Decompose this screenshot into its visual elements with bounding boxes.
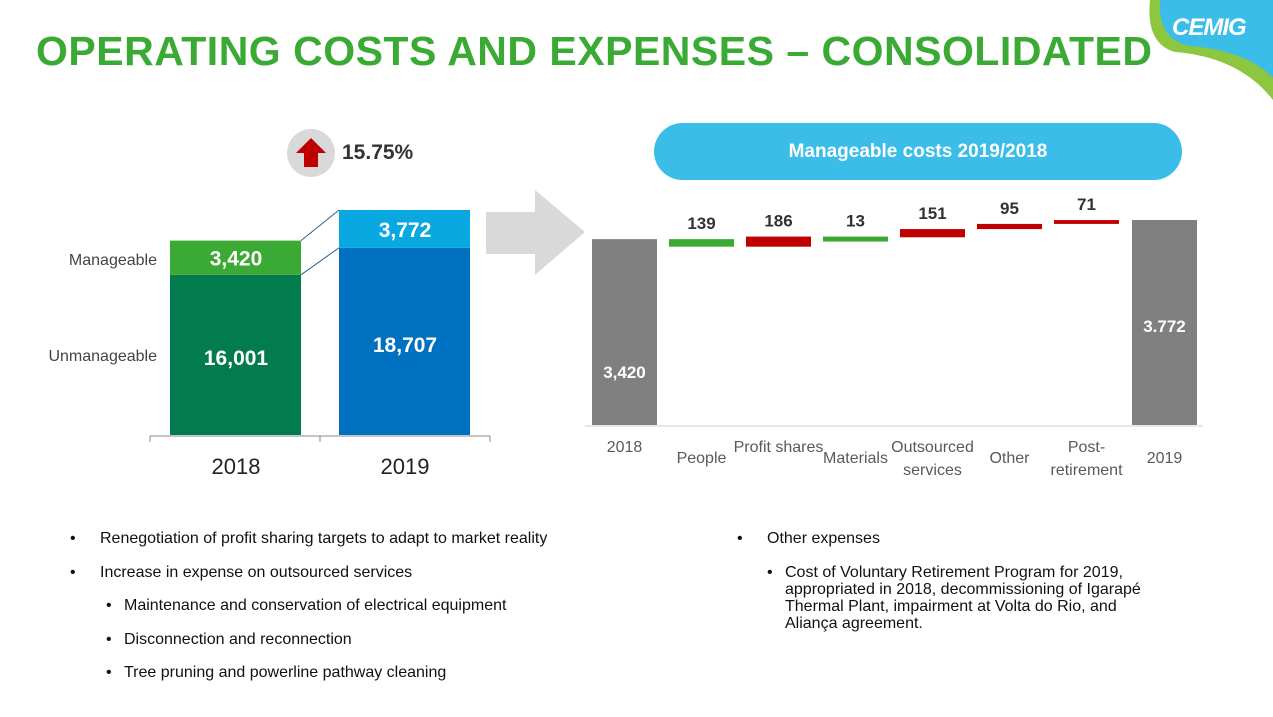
waterfall-label-people: 139	[687, 214, 715, 233]
waterfall-category-1-0: People	[677, 450, 727, 467]
legend-manageable: Manageable	[69, 252, 157, 269]
waterfall-bar-2018	[592, 239, 657, 425]
waterfall-label-outsourced-services: 151	[918, 204, 946, 223]
waterfall-category-3-0: Materials	[823, 450, 888, 467]
bullet-text: Disconnection and reconnection	[124, 630, 352, 648]
label-unmanageable-2019: 18,707	[373, 334, 437, 357]
bar-manageable-2019	[339, 210, 470, 248]
waterfall-bar-people	[669, 239, 734, 247]
waterfall-category-4-0: Outsourced	[891, 439, 974, 456]
manageable-costs-header: Manageable costs 2019/2018	[654, 123, 1182, 180]
waterfall-category-4-1: services	[903, 462, 962, 479]
growth-badge	[287, 129, 335, 177]
waterfall-label-post-retirement: 71	[1077, 195, 1096, 214]
label-manageable-2019: 3,772	[379, 219, 432, 242]
x-tick-2018: 2018	[212, 454, 261, 479]
waterfall-bar-2019	[1132, 220, 1197, 425]
waterfall-bar-other	[977, 223, 1042, 230]
bullet-dot: •	[70, 563, 76, 581]
bar-unmanageable-2019	[339, 247, 470, 435]
x-tick-2019: 2019	[381, 454, 430, 479]
bullet-text: Maintenance and conservation of electric…	[124, 597, 507, 614]
waterfall-label-profit-shares: 186	[764, 212, 792, 231]
manageable-costs-title: Manageable costs 2019/2018	[788, 140, 1048, 162]
waterfall-label-2018: 3,420	[603, 363, 646, 382]
bar-unmanageable-2018	[170, 274, 301, 435]
waterfall-bar-profit-shares	[746, 236, 811, 247]
bullet-text: Increase in expense on outsourced servic…	[100, 563, 413, 581]
transition-arrow-icon	[486, 190, 585, 275]
connector-top	[300, 209, 340, 241]
label-manageable-2018: 3,420	[210, 248, 263, 271]
bullet-text: Tree pruning and powerline pathway clean…	[124, 664, 447, 681]
legend-unmanageable: Unmanageable	[48, 348, 157, 365]
waterfall-bar-materials	[823, 236, 888, 242]
waterfall-bar-post-retirement	[1054, 220, 1119, 224]
page-title: OPERATING COSTS AND EXPENSES – CONSOLIDA…	[36, 28, 1153, 74]
bullet-text: Other expenses	[767, 530, 880, 547]
waterfall-category-2-0: Profit shares	[734, 439, 824, 456]
logo-text: CEMIG	[1172, 14, 1247, 41]
bullet-dot: •	[767, 564, 773, 581]
bullet-text: Renegotiation of profit sharing targets …	[100, 530, 548, 547]
waterfall-category-7-0: 2019	[1147, 450, 1183, 467]
bullet-dot: •	[106, 630, 112, 648]
waterfall-category-5-0: Other	[989, 450, 1030, 467]
waterfall-category-6-0: Post-	[1068, 439, 1105, 456]
waterfall-bar-outsourced-services	[900, 229, 965, 238]
waterfall-label-materials: 13	[846, 212, 865, 231]
bar-manageable-2018	[170, 240, 301, 275]
connector-mid	[300, 247, 340, 276]
up-arrow-icon	[296, 138, 326, 167]
waterfall-category-6-1: retirement	[1050, 462, 1123, 479]
waterfall-label-other: 95	[1000, 199, 1019, 218]
bullet-dot: •	[106, 664, 112, 681]
bullet-dot: •	[70, 530, 76, 547]
bullet-dot: •	[737, 530, 743, 547]
label-unmanageable-2018: 16,001	[204, 347, 269, 370]
bullet-text: Cost of Voluntary Retirement Program for…	[785, 564, 1141, 632]
waterfall-label-2019: 3.772	[1143, 317, 1186, 336]
growth-value: 15.75%	[342, 141, 414, 164]
waterfall-category-0-0: 2018	[607, 439, 643, 456]
bullet-dot: •	[106, 597, 112, 614]
